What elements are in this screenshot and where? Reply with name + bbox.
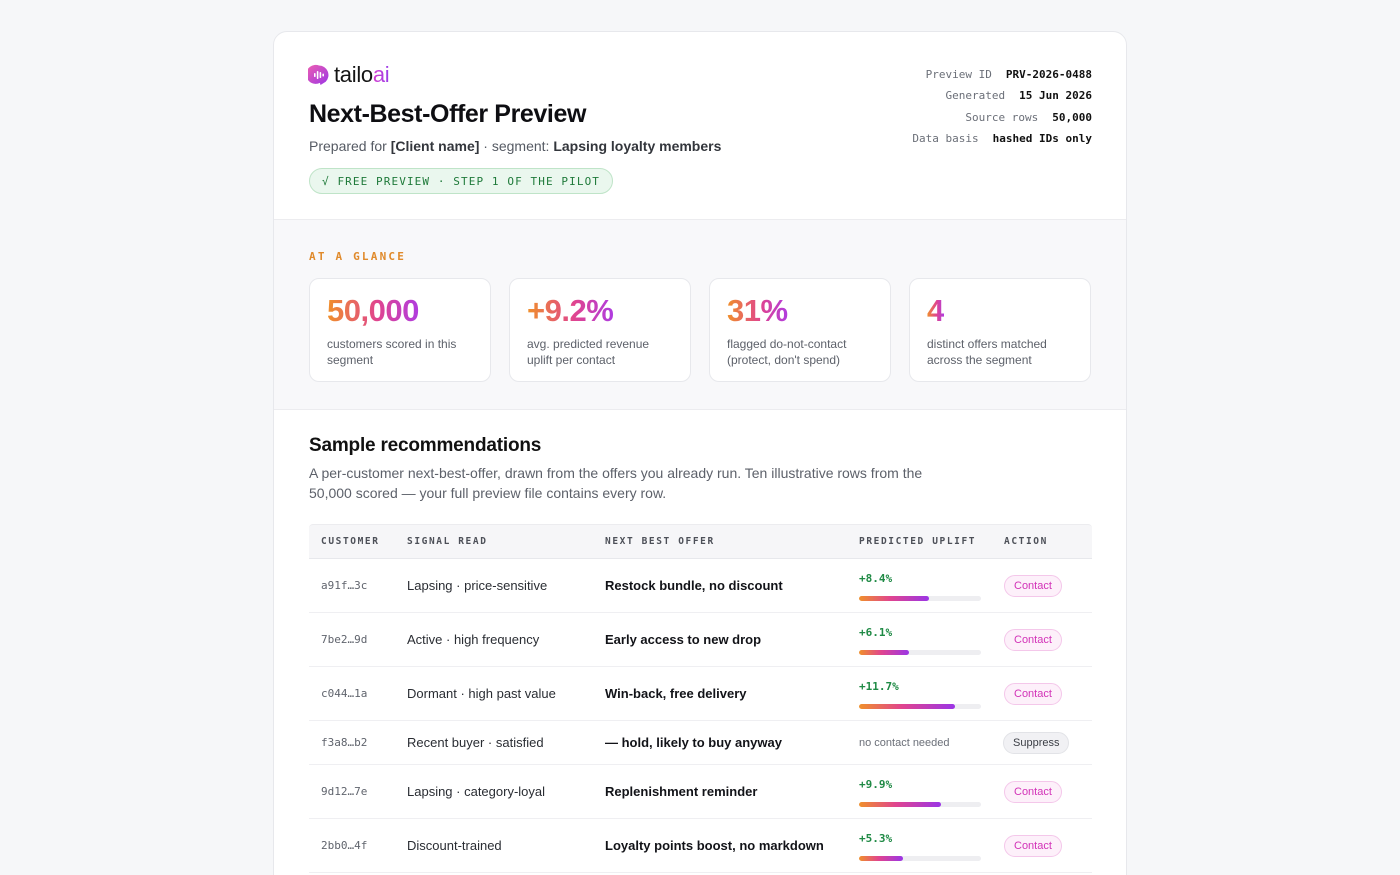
customer-id: 9d12…7e bbox=[321, 785, 368, 798]
uplift-bar bbox=[859, 704, 981, 709]
col-next-best-offer: NEXT BEST OFFER bbox=[605, 536, 715, 547]
uplift-value: +9.9% bbox=[859, 778, 893, 791]
at-a-glance-section: AT A GLANCE 50,000 customers scored in t… bbox=[274, 220, 1126, 410]
col-customer: CUSTOMER bbox=[321, 536, 380, 547]
next-best-offer: — hold, likely to buy anyway bbox=[605, 735, 782, 750]
chat-bubble-icon bbox=[308, 64, 329, 85]
table-header: CUSTOMER SIGNAL READ NEXT BEST OFFER PRE… bbox=[309, 524, 1092, 559]
stat-card-uplift: +9.2% avg. predicted revenue uplift per … bbox=[509, 278, 691, 382]
brand-name: tailoai bbox=[334, 62, 390, 87]
stat-desc: customers scored in this segment bbox=[327, 337, 457, 367]
section-title: Sample recommendations bbox=[309, 435, 542, 456]
stat-card-offers: 4 distinct offers matched across the seg… bbox=[909, 278, 1091, 382]
stat-value: +9.2% bbox=[527, 293, 614, 328]
action-contact-button[interactable]: Contact bbox=[1004, 683, 1062, 705]
table-row: 2bb0…4f Discount-trained Loyalty points bo… bbox=[309, 819, 1092, 873]
col-predicted-uplift: PREDICTED UPLIFT bbox=[859, 536, 977, 547]
preview-card: tailoai Next-Best-Offer Preview Prepared… bbox=[273, 31, 1127, 875]
table-body: a91f…3c Lapsing · price-sensitive Restock … bbox=[309, 559, 1092, 873]
uplift-bar-fill bbox=[859, 704, 956, 709]
section-description: A per-customer next-best-offer, drawn fr… bbox=[309, 465, 923, 501]
table-row: 7be2…9d Active · high frequency Early acce… bbox=[309, 613, 1092, 667]
action-contact-button[interactable]: Contact bbox=[1004, 629, 1062, 651]
signal-read: Discount-trained bbox=[407, 838, 502, 853]
stat-value: 31% bbox=[727, 293, 788, 328]
table-row: f3a8…b2 Recent buyer · satisfied — hold, l… bbox=[309, 721, 1092, 765]
action-contact-button[interactable]: Contact bbox=[1004, 575, 1062, 597]
stat-value: 4 bbox=[927, 293, 944, 328]
stat-card-customers: 50,000 customers scored in this segment bbox=[309, 278, 491, 382]
customer-id: 7be2…9d bbox=[321, 633, 368, 646]
action-contact-button[interactable]: Contact bbox=[1004, 835, 1062, 857]
preview-header: tailoai Next-Best-Offer Preview Prepared… bbox=[274, 32, 1126, 220]
uplift-value: +6.1% bbox=[859, 626, 893, 639]
col-action: ACTION bbox=[1004, 536, 1048, 547]
table-row: 9d12…7e Lapsing · category-loyal Replenish… bbox=[309, 765, 1092, 819]
uplift-value: no contact needed bbox=[859, 737, 950, 749]
uplift-bar-fill bbox=[859, 802, 941, 807]
next-best-offer: Win-back, free delivery bbox=[605, 686, 747, 701]
table-row: a91f…3c Lapsing · price-sensitive Restock … bbox=[309, 559, 1092, 613]
free-preview-badge: √ FREE PREVIEW · STEP 1 OF THE PILOT bbox=[309, 168, 614, 194]
signal-read: Dormant · high past value bbox=[407, 686, 556, 701]
uplift-bar-fill bbox=[859, 650, 910, 655]
table-row: c044…1a Dormant · high past value Win-back… bbox=[309, 667, 1092, 721]
uplift-bar bbox=[859, 802, 981, 807]
signal-read: Recent buyer · satisfied bbox=[407, 735, 544, 750]
action-contact-button[interactable]: Contact bbox=[1004, 781, 1062, 803]
uplift-value: +5.3% bbox=[859, 832, 893, 845]
uplift-value: +8.4% bbox=[859, 572, 893, 585]
customer-id: c044…1a bbox=[321, 687, 368, 700]
customer-id: 2bb0…4f bbox=[321, 839, 368, 852]
action-suppress-button[interactable]: Suppress bbox=[1003, 732, 1070, 754]
client-name: [Client name] bbox=[390, 138, 480, 154]
stat-cards: 50,000 customers scored in this segment … bbox=[309, 278, 1091, 382]
uplift-bar-fill bbox=[859, 856, 903, 861]
stat-desc: flagged do-not-contact (protect, don't s… bbox=[727, 337, 847, 367]
stat-desc: avg. predicted revenue uplift per contac… bbox=[527, 337, 650, 367]
signal-read: Active · high frequency bbox=[407, 632, 540, 647]
uplift-bar bbox=[859, 650, 981, 655]
uplift-bar bbox=[859, 596, 981, 601]
stat-desc: distinct offers matched across the segme… bbox=[927, 337, 1047, 367]
stat-card-do-not-contact: 31% flagged do-not-contact (protect, don… bbox=[709, 278, 891, 382]
segment-name: Lapsing loyalty members bbox=[553, 138, 722, 154]
prepared-for-line: Prepared for [Client name] · segment: La… bbox=[309, 138, 722, 154]
customer-id: f3a8…b2 bbox=[321, 736, 368, 749]
uplift-value: +11.7% bbox=[859, 680, 899, 693]
next-best-offer: Loyalty points boost, no markdown bbox=[605, 838, 824, 853]
section-label: AT A GLANCE bbox=[309, 250, 407, 263]
next-best-offer: Early access to new drop bbox=[605, 632, 762, 647]
stat-value: 50,000 bbox=[327, 293, 419, 328]
uplift-bar-fill bbox=[859, 596, 929, 601]
meta-preview-id: Preview ID PRV-2026-0488 bbox=[925, 68, 1092, 81]
next-best-offer: Replenishment reminder bbox=[605, 784, 758, 799]
meta-source-rows: Source rows 50,000 bbox=[965, 110, 1092, 124]
meta-generated: Generated 15 Jun 2026 bbox=[945, 89, 1092, 103]
signal-read: Lapsing · category-loyal bbox=[407, 784, 546, 799]
uplift-bar bbox=[859, 856, 981, 861]
meta-data-basis: Data basis hashed IDs only bbox=[912, 131, 1092, 145]
page-title: Next-Best-Offer Preview bbox=[309, 100, 587, 128]
preview-meta: Preview ID PRV-2026-0488 Generated 15 Jun … bbox=[912, 64, 1092, 149]
recommendations-table: CUSTOMER SIGNAL READ NEXT BEST OFFER PRE… bbox=[309, 524, 1092, 873]
col-signal-read: SIGNAL READ bbox=[407, 536, 488, 547]
signal-read: Lapsing · price-sensitive bbox=[407, 578, 548, 593]
next-best-offer: Restock bundle, no discount bbox=[605, 578, 783, 593]
customer-id: a91f…3c bbox=[321, 579, 368, 592]
brand-logo: tailoai bbox=[308, 62, 390, 88]
